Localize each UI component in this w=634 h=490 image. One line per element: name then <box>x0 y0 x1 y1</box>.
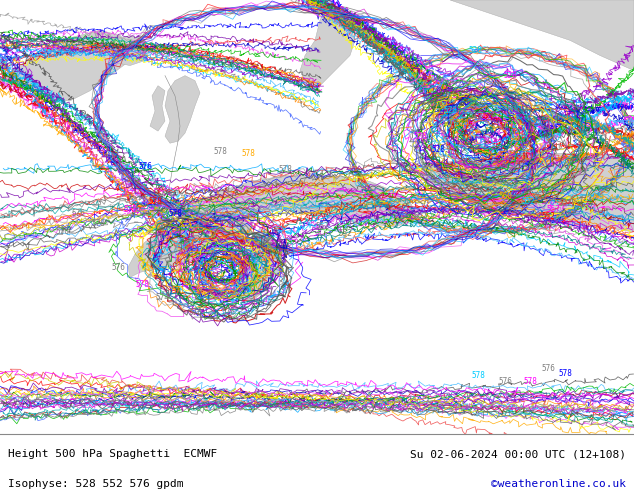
Text: 557: 557 <box>546 205 560 214</box>
Text: 576: 576 <box>188 308 202 317</box>
Polygon shape <box>420 153 634 232</box>
Text: 552: 552 <box>473 172 487 181</box>
Text: 552: 552 <box>558 199 572 208</box>
Text: 578: 578 <box>213 147 227 156</box>
Text: 578: 578 <box>523 377 537 386</box>
Polygon shape <box>450 0 634 71</box>
Text: 552: 552 <box>315 222 329 231</box>
Text: 578: 578 <box>148 197 162 206</box>
Text: 552: 552 <box>521 197 535 206</box>
Text: 574: 574 <box>155 293 169 302</box>
Text: 602: 602 <box>413 212 427 221</box>
Text: 524: 524 <box>455 119 469 127</box>
Text: 578: 578 <box>278 165 292 174</box>
Text: 528: 528 <box>443 106 457 116</box>
Text: 576: 576 <box>498 377 512 386</box>
Text: 578: 578 <box>168 209 182 219</box>
Text: 552: 552 <box>541 212 555 221</box>
Text: 571: 571 <box>181 273 195 282</box>
Polygon shape <box>150 86 165 131</box>
Text: 578: 578 <box>135 280 149 289</box>
Polygon shape <box>0 30 130 101</box>
Text: ©weatheronline.co.uk: ©weatheronline.co.uk <box>491 479 626 489</box>
Text: 576: 576 <box>221 308 235 317</box>
Text: 529: 529 <box>468 112 482 121</box>
Text: Isophyse: 528 552 576 gpdm: Isophyse: 528 552 576 gpdm <box>8 479 183 489</box>
Polygon shape <box>175 173 415 227</box>
Text: 571: 571 <box>171 286 185 295</box>
Text: 576: 576 <box>55 227 69 237</box>
Polygon shape <box>128 196 255 277</box>
Text: 578: 578 <box>558 368 572 378</box>
Text: 528: 528 <box>431 145 445 154</box>
Text: 578: 578 <box>471 370 485 380</box>
Polygon shape <box>235 227 282 302</box>
Polygon shape <box>300 0 355 91</box>
Text: Height 500 hPa Spaghetti  ECMWF: Height 500 hPa Spaghetti ECMWF <box>8 449 217 460</box>
Text: 578: 578 <box>241 149 255 158</box>
Text: 528: 528 <box>503 71 517 80</box>
Text: 552: 552 <box>338 229 352 239</box>
Text: 576: 576 <box>541 364 555 372</box>
Text: 578: 578 <box>91 220 105 228</box>
Polygon shape <box>165 75 200 143</box>
Text: Su 02-06-2024 00:00 UTC (12+108): Su 02-06-2024 00:00 UTC (12+108) <box>410 449 626 460</box>
Text: 576: 576 <box>138 162 152 171</box>
Text: 560: 560 <box>498 192 512 201</box>
Text: 576: 576 <box>71 209 85 219</box>
Text: 578: 578 <box>123 205 137 214</box>
Text: 528: 528 <box>468 46 482 55</box>
Text: 528: 528 <box>413 132 427 141</box>
Text: 552: 552 <box>533 192 547 201</box>
Text: 576: 576 <box>111 263 125 272</box>
Text: 574: 574 <box>158 266 172 275</box>
Text: 552: 552 <box>503 182 517 191</box>
Polygon shape <box>100 35 150 66</box>
